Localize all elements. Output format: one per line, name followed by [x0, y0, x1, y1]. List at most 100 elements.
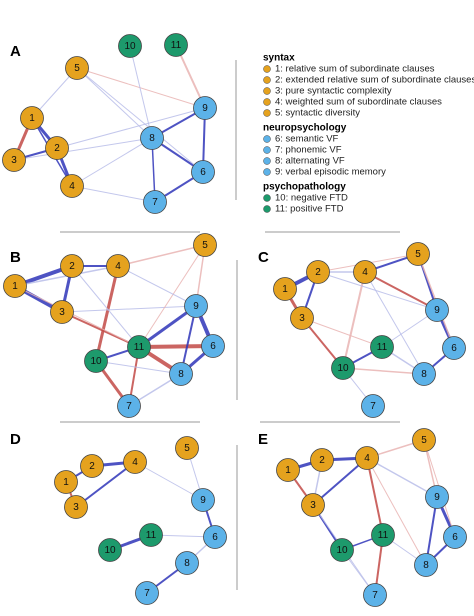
node: [310, 448, 334, 472]
node: [164, 33, 188, 57]
node: [117, 394, 141, 418]
legend-marker: [263, 87, 271, 95]
panel-label: A: [10, 43, 21, 60]
edge: [76, 67, 204, 173]
node: [273, 277, 297, 301]
node: [20, 106, 44, 130]
edge: [95, 360, 182, 375]
node: [193, 233, 217, 257]
legend-marker: [263, 168, 271, 176]
node: [127, 335, 151, 359]
node-label: 7: [152, 197, 158, 208]
legend-marker: [263, 76, 271, 84]
node: [442, 336, 466, 360]
legend-title: neuropsychology: [263, 123, 347, 134]
node-label: 8: [178, 369, 184, 380]
edge: [71, 265, 140, 348]
node-label: 9: [434, 492, 440, 503]
legend-title: psychopathology: [263, 182, 346, 193]
edge: [76, 67, 206, 109]
node: [175, 436, 199, 460]
legend-item: 9: verbal episodic memory: [275, 167, 386, 178]
edge: [117, 265, 197, 307]
node: [425, 298, 449, 322]
node-label: 2: [315, 267, 321, 278]
node-label: 10: [104, 545, 116, 556]
node-label: 4: [364, 453, 370, 464]
legend-marker: [263, 135, 271, 143]
node: [118, 34, 142, 58]
node: [64, 495, 88, 519]
node-label: 8: [423, 560, 429, 571]
node-label: 9: [202, 103, 208, 114]
node-label: 9: [200, 495, 206, 506]
node: [370, 335, 394, 359]
node: [406, 242, 430, 266]
node-label: 3: [73, 502, 79, 513]
node: [140, 126, 164, 150]
edge: [134, 461, 204, 501]
edge: [71, 185, 156, 203]
node-label: 1: [63, 477, 69, 488]
node-label: 7: [144, 588, 150, 599]
node-label: 5: [202, 240, 208, 251]
legend-item: 10: negative FTD: [275, 193, 348, 204]
node: [123, 450, 147, 474]
node-label: 2: [89, 461, 95, 472]
node: [135, 581, 159, 605]
edge: [366, 457, 427, 566]
legend-marker: [263, 65, 271, 73]
panel-label: D: [10, 431, 21, 448]
node-label: 11: [377, 342, 388, 353]
node-label: 10: [90, 356, 102, 367]
node: [139, 523, 163, 547]
legend-marker: [263, 109, 271, 117]
node-label: 9: [434, 305, 440, 316]
node-label: 9: [193, 301, 199, 312]
node: [184, 294, 208, 318]
node-label: 2: [69, 261, 75, 272]
node-label: 2: [319, 455, 325, 466]
edge: [342, 367, 425, 375]
edge: [312, 457, 368, 506]
legend-marker: [263, 194, 271, 202]
node: [45, 136, 69, 160]
edge: [14, 285, 140, 348]
node-label: 1: [282, 284, 288, 295]
node: [363, 583, 387, 607]
edge: [364, 271, 425, 375]
node-label: 1: [285, 465, 291, 476]
node: [80, 454, 104, 478]
node-label: 8: [421, 369, 427, 380]
node: [371, 523, 395, 547]
node-label: 11: [134, 342, 145, 353]
node: [50, 300, 74, 324]
node-label: 3: [11, 155, 17, 166]
node: [3, 274, 27, 298]
node: [355, 446, 379, 470]
node-label: 3: [310, 500, 316, 511]
node: [175, 551, 199, 575]
node: [414, 553, 438, 577]
legend-marker: [263, 98, 271, 106]
node-label: 6: [452, 532, 458, 543]
node: [60, 174, 84, 198]
node-label: 4: [132, 457, 138, 468]
node-label: 3: [299, 313, 305, 324]
node: [54, 470, 78, 494]
node-label: 11: [378, 530, 389, 541]
node: [193, 96, 217, 120]
node-label: 7: [372, 590, 378, 601]
edge: [71, 137, 153, 187]
legend-item: 11: positive FTD: [275, 204, 344, 215]
node: [203, 525, 227, 549]
legend-marker: [263, 146, 271, 154]
node: [301, 493, 325, 517]
node: [84, 349, 108, 373]
edge: [94, 265, 120, 362]
node-label: 6: [451, 343, 457, 354]
node-label: 2: [54, 143, 60, 154]
edge: [61, 305, 197, 313]
node: [412, 362, 436, 386]
node: [191, 488, 215, 512]
